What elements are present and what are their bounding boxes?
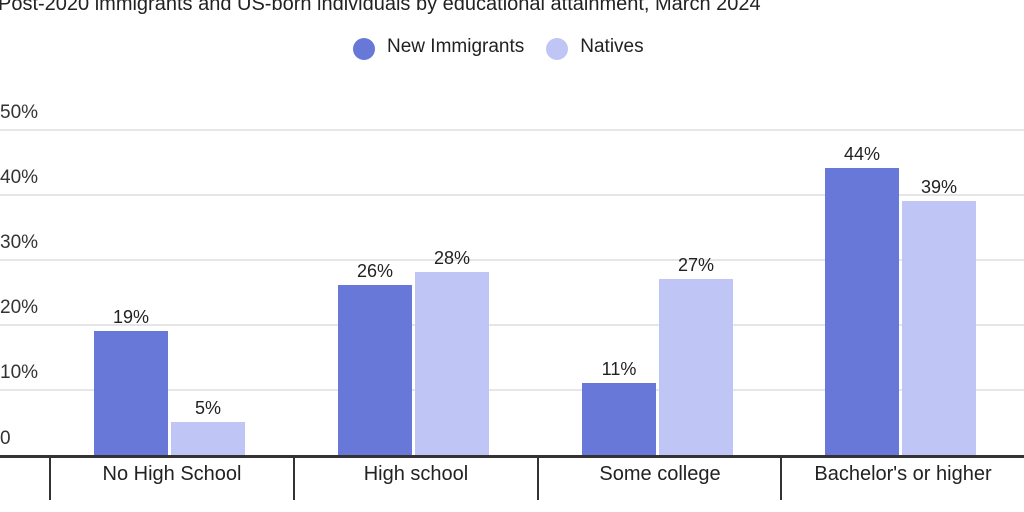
category-label: No High School	[102, 463, 242, 485]
gridline	[0, 129, 1024, 131]
legend-dot-icon	[546, 38, 569, 60]
y-tick-label: 10%	[0, 362, 39, 383]
chart-title: Post-2020 immigrants and US-born individ…	[0, 0, 761, 15]
category-divider	[537, 458, 539, 500]
bar-new-immigrants	[582, 383, 656, 455]
legend-label: New Immigrants	[387, 36, 525, 57]
bar-value-label: 27%	[677, 254, 715, 275]
y-tick-label: 40%	[0, 167, 39, 188]
y-tick-label: 50%	[0, 102, 39, 123]
category-label: Bachelor's or higher	[814, 463, 992, 485]
bar-new-immigrants	[825, 168, 899, 455]
gridline	[0, 389, 1024, 391]
legend-label: Natives	[580, 36, 644, 57]
bar-value-label: 44%	[843, 144, 881, 165]
bar-value-label: 19%	[112, 307, 150, 328]
category-label: Some college	[599, 463, 721, 485]
legend-item-new-immigrants: New Immigrants	[353, 34, 524, 60]
bar-natives	[415, 272, 489, 455]
bar-value-label: 11%	[601, 359, 637, 380]
legend-item-natives: Natives	[546, 34, 644, 60]
gridline	[0, 194, 1024, 196]
bar-new-immigrants	[94, 331, 168, 455]
category-divider	[49, 458, 51, 500]
bar-natives	[171, 422, 245, 455]
bar-value-label: 39%	[920, 176, 958, 197]
bar-natives	[659, 278, 733, 455]
bar-value-label: 26%	[356, 261, 394, 282]
bar-natives	[902, 200, 976, 455]
y-tick-label: 0	[0, 428, 11, 449]
x-axis-baseline	[0, 455, 1024, 458]
bar-value-label: 5%	[194, 398, 221, 419]
bar-new-immigrants	[338, 285, 412, 455]
category-divider	[780, 458, 782, 500]
y-tick-label: 30%	[0, 232, 39, 253]
legend-dot-icon	[353, 38, 375, 60]
category-label: High school	[363, 463, 469, 485]
category-divider	[293, 458, 295, 500]
bar-value-label: 28%	[433, 248, 471, 269]
gridline	[0, 324, 1024, 326]
y-tick-label: 20%	[0, 297, 39, 318]
gridline	[0, 259, 1024, 261]
legend: New Immigrants Natives	[353, 34, 666, 60]
